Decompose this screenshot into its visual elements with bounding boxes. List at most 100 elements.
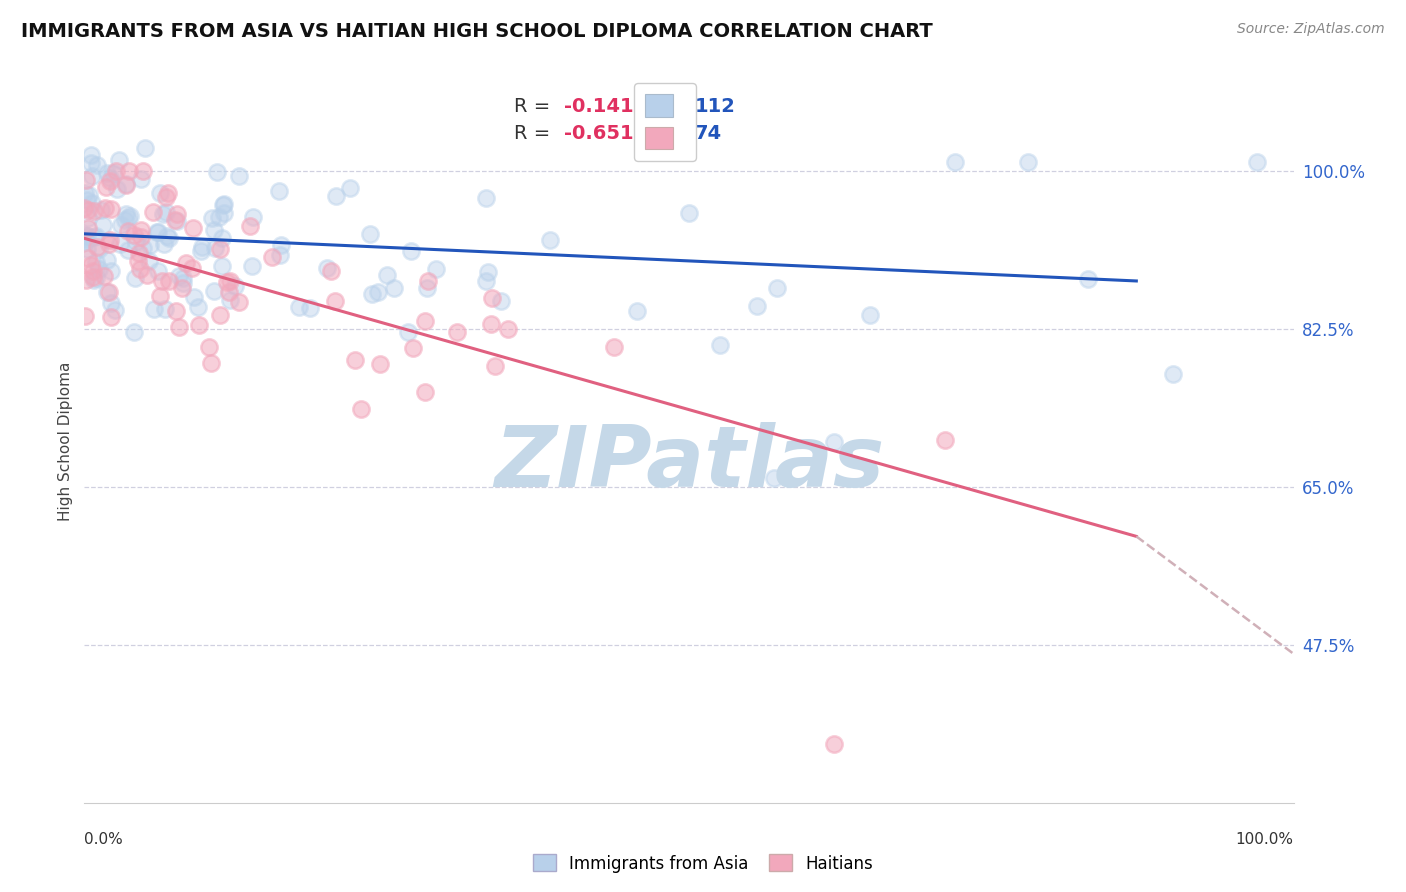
Point	[132, 163, 155, 178]
Point	[84, 254, 107, 268]
Point	[73, 202, 96, 216]
Point	[474, 274, 496, 288]
Point	[80, 148, 103, 162]
Point	[207, 210, 229, 224]
Point	[215, 275, 238, 289]
Point	[496, 321, 519, 335]
Point	[77, 220, 100, 235]
Point	[205, 165, 228, 179]
Point	[321, 264, 343, 278]
Point	[287, 300, 309, 314]
Point	[96, 165, 118, 179]
Point	[190, 244, 212, 258]
Point	[198, 340, 221, 354]
Point	[76, 211, 98, 225]
Point	[101, 166, 124, 180]
Point	[239, 219, 262, 233]
Point	[859, 308, 882, 322]
Point	[367, 285, 389, 299]
Text: N =: N =	[641, 97, 696, 116]
Point	[396, 325, 419, 339]
Point	[323, 293, 346, 308]
Point	[73, 230, 96, 244]
Point	[124, 271, 146, 285]
Point	[201, 211, 224, 225]
Point	[1161, 367, 1184, 381]
Point	[399, 244, 422, 259]
Point	[91, 218, 114, 232]
Point	[104, 163, 127, 178]
Point	[174, 256, 197, 270]
Point	[73, 309, 96, 323]
Point	[73, 227, 96, 242]
Point	[228, 169, 250, 183]
Point	[219, 274, 242, 288]
Point	[187, 300, 209, 314]
Point	[84, 228, 107, 243]
Point	[202, 284, 225, 298]
Point	[219, 293, 242, 308]
Point	[118, 163, 141, 178]
Point	[82, 169, 104, 183]
Point	[77, 188, 100, 202]
Point	[73, 235, 96, 250]
Point	[79, 155, 101, 169]
Point	[115, 178, 138, 192]
Point	[83, 229, 105, 244]
Point	[115, 178, 138, 193]
Point	[446, 326, 468, 340]
Point	[202, 223, 225, 237]
Point	[934, 433, 956, 447]
Point	[269, 184, 291, 198]
Point	[489, 293, 512, 308]
Point	[270, 238, 292, 252]
Point	[157, 274, 180, 288]
Point	[110, 237, 132, 252]
Point	[156, 229, 179, 244]
Point	[626, 303, 648, 318]
Point	[212, 205, 235, 219]
Point	[143, 302, 166, 317]
Point	[125, 235, 148, 250]
Point	[479, 317, 502, 331]
Point	[124, 326, 146, 340]
Point	[131, 241, 153, 255]
Point	[416, 281, 439, 295]
Point	[114, 212, 136, 227]
Point	[425, 262, 447, 277]
Point	[155, 205, 177, 219]
Point	[368, 357, 391, 371]
Point	[136, 268, 159, 282]
Point	[211, 259, 233, 273]
Legend: Immigrants from Asia, Haitians: Immigrants from Asia, Haitians	[526, 847, 880, 880]
Point	[142, 205, 165, 219]
Text: -0.141: -0.141	[564, 97, 634, 116]
Point	[339, 181, 361, 195]
Point	[477, 265, 499, 279]
Point	[100, 310, 122, 324]
Point	[299, 301, 322, 315]
Point	[98, 171, 121, 186]
Point	[94, 201, 117, 215]
Point	[83, 273, 105, 287]
Point	[86, 158, 108, 172]
Point	[169, 320, 191, 334]
Point	[117, 224, 139, 238]
Point	[146, 226, 169, 240]
Point	[416, 274, 439, 288]
Text: 112: 112	[695, 97, 735, 116]
Point	[762, 471, 785, 485]
Point	[90, 202, 112, 217]
Point	[228, 295, 250, 310]
Text: 74: 74	[695, 124, 723, 144]
Point	[146, 225, 169, 239]
Point	[82, 264, 104, 278]
Point	[377, 268, 399, 282]
Point	[146, 263, 169, 277]
Point	[242, 260, 264, 274]
Point	[943, 154, 966, 169]
Point	[100, 296, 122, 310]
Point	[82, 195, 104, 210]
Point	[98, 285, 121, 299]
Point	[475, 191, 498, 205]
